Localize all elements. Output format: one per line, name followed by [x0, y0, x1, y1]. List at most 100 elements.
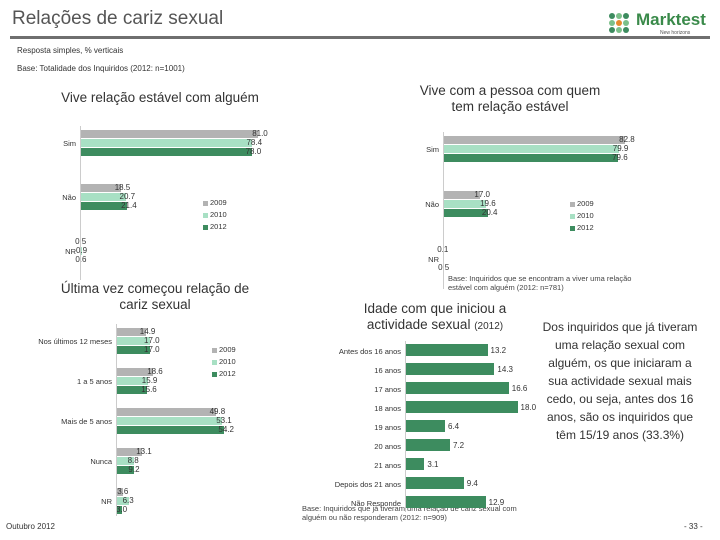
chart4-bar — [405, 496, 486, 508]
chart4-bar — [405, 344, 488, 356]
chart3-bar-2010 — [116, 377, 148, 385]
legend-label: 2009 — [577, 199, 594, 208]
chart3-bar-2009 — [116, 368, 154, 376]
chart2-category-label: Sim — [426, 144, 439, 154]
chart4-category-label: 17 anos — [374, 385, 401, 394]
chart3-value-label: 8.8 — [127, 456, 139, 465]
legend-label: 2009 — [219, 345, 236, 354]
chart1-value-label: 0.9 — [75, 246, 88, 255]
chart4-bar — [405, 458, 425, 470]
chart4-value-label: 13.2 — [490, 346, 507, 355]
chart3-legend-item: 2012 — [212, 369, 236, 378]
chart2-category-label: Não — [425, 199, 439, 209]
chart3-bar-2010 — [116, 417, 223, 425]
chart3-value-label: 14.9 — [139, 327, 156, 336]
chart4-bar — [405, 363, 495, 375]
legend-swatch-icon — [570, 213, 575, 219]
legend-label: 2010 — [210, 210, 227, 219]
chart1-bar-2012 — [80, 202, 128, 210]
chart4-category-label: 18 anos — [374, 404, 401, 413]
chart1-bar-2012 — [80, 148, 252, 156]
chart3-axis — [116, 324, 117, 516]
chart3-category-label: Nunca — [90, 456, 112, 466]
legend-swatch-icon — [212, 371, 217, 377]
chart4-title-text: Idade com que iniciou a actividade sexua… — [363, 301, 507, 332]
chart3-value-label: 17.0 — [144, 336, 160, 345]
chart1-value-label: 78.0 — [245, 147, 262, 156]
legend-swatch-icon — [212, 347, 217, 353]
chart2-axis — [443, 132, 444, 289]
legend-swatch-icon — [203, 212, 208, 218]
marktest-logo-icon — [608, 12, 634, 34]
legend-label: 2012 — [210, 222, 227, 231]
legend-swatch-icon — [570, 201, 575, 207]
chart3-title: Última vez começou relação de cariz sexu… — [60, 281, 250, 312]
chart1-legend-item: 2010 — [203, 210, 227, 219]
chart2-bar-2009 — [443, 136, 626, 144]
logo-name: Marktest — [636, 10, 706, 29]
legend-label: 2012 — [219, 369, 236, 378]
chart1-title: Vive relação estável com alguém — [61, 90, 259, 105]
chart2-title: Vive com a pessoa com quem tem relação e… — [419, 83, 601, 114]
chart1-legend-item: 2012 — [203, 222, 227, 231]
side-commentary: Dos inquiridos que já tiveram uma relaçã… — [542, 320, 698, 442]
chart4-category-label: Não Responde — [350, 499, 401, 508]
chart3-bar-2010 — [116, 457, 134, 465]
chart1-value-label: 78.4 — [246, 138, 263, 147]
chart4-category-label: Depois dos 21 anos — [334, 480, 401, 489]
chart3-bar-2012 — [116, 346, 150, 354]
chart3-value-label: 17.0 — [144, 345, 160, 354]
chart4-bar — [405, 439, 450, 451]
chart1-legend-item: 2009 — [203, 198, 227, 207]
chart3-category-label: 1 a 5 anos — [76, 376, 112, 386]
chart2-value-label: 19.6 — [480, 199, 496, 208]
chart2-value-label: 79.9 — [612, 144, 629, 153]
chart1-bar-2010 — [80, 193, 126, 201]
chart3-category-label: NR — [101, 496, 112, 506]
legend-label: 2010 — [219, 357, 236, 366]
chart1-bar-2010 — [80, 139, 253, 147]
chart3-bar-2010 — [116, 337, 150, 345]
chart1-bar-2009 — [80, 184, 121, 192]
footer-date: Outubro 2012 — [6, 522, 55, 531]
chart2-legend-item: 2009 — [570, 199, 594, 208]
chart4-value-label: 3.1 — [427, 460, 439, 469]
chart1-category-label: Não — [62, 192, 76, 202]
legend-swatch-icon — [203, 200, 208, 206]
footer-page-number: - 33 - — [684, 522, 703, 531]
logo-tagline: New horizons — [660, 30, 691, 36]
chart3-value-label: 53.1 — [216, 416, 232, 425]
chart4-title: Idade com que iniciou a actividade sexua… — [340, 301, 530, 335]
chart4-bar — [405, 477, 464, 489]
chart2-bar-2009 — [443, 191, 481, 199]
chart4-value-label: 7.2 — [453, 441, 465, 450]
chart3-value-label: 9.2 — [128, 465, 140, 474]
chart1-value-label: 21.4 — [121, 201, 137, 210]
chart3-bar-2009 — [116, 488, 124, 496]
legend-swatch-icon — [203, 224, 208, 230]
chart2-value-label: 79.6 — [612, 153, 628, 162]
chart4-value-label: 16.6 — [511, 384, 528, 393]
chart3-value-label: 15.6 — [141, 385, 157, 394]
chart2-note: Base: Inquiridos que se encontram a vive… — [448, 274, 632, 292]
chart3-bar-2009 — [116, 408, 216, 416]
chart2-category-label: NR — [428, 254, 439, 264]
chart4-value-label: 18.0 — [520, 403, 537, 412]
chart2-bar-2012 — [443, 154, 619, 162]
chart4-category-label: 21 anos — [374, 461, 401, 470]
chart3-value-label: 6.3 — [122, 496, 134, 505]
legend-swatch-icon — [570, 225, 575, 231]
chart3-bar-2012 — [116, 426, 225, 434]
chart2-value-label: 82.8 — [619, 135, 635, 144]
chart2-value-label: 20.4 — [481, 208, 498, 217]
chart1-bar-2009 — [80, 130, 259, 138]
chart4-value-label: 6.4 — [448, 422, 460, 431]
chart2-value-label: 17.0 — [474, 190, 490, 199]
chart3-value-label: 18.6 — [147, 367, 163, 376]
chart3-category-label: Mais de 5 anos — [61, 416, 112, 426]
header-divider — [10, 36, 710, 39]
page-title: Relações de cariz sexual — [12, 8, 224, 29]
chart4-category-label: 19 anos — [374, 423, 401, 432]
chart1-category-label: NR — [65, 246, 76, 256]
chart3-bar-2012 — [116, 386, 148, 394]
